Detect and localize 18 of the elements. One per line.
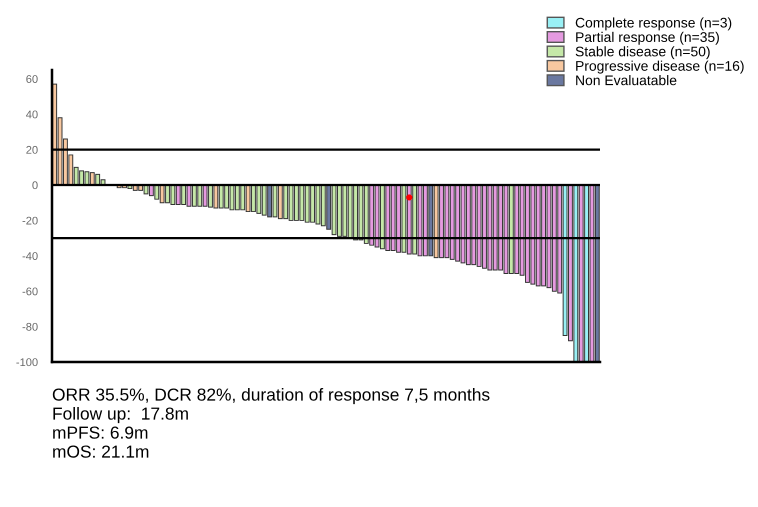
y-tick-label: 20 [26, 146, 38, 154]
y-tick-label: 0 [32, 181, 38, 190]
y-tick-label: -40 [22, 252, 38, 260]
legend-label: Complete response (n=3) [576, 17, 732, 30]
text: ORR 35.5%, DCR 82%, duration of response 7,5 months [52, 388, 490, 404]
y-tick-label: -60 [22, 287, 38, 296]
text: Follow up: 17.8m [53, 407, 188, 424]
legend-label: Stable disease (n=50) [576, 46, 710, 60]
y-tick-label: 60 [26, 75, 38, 83]
y-tick-label: -100 [16, 358, 38, 366]
y-tick-label: -20 [22, 216, 38, 225]
y-tick-label: 40 [26, 110, 38, 118]
legend-label: Progressive disease (n=16) [576, 60, 744, 74]
text: mOS: 21.1m [53, 445, 148, 458]
legend-label: Partial response (n=35) [576, 32, 719, 45]
y-tick-label: -80 [22, 322, 38, 331]
text: mPFS: 6.9m [53, 426, 148, 439]
legend-label: Non Evaluatable [576, 75, 676, 86]
